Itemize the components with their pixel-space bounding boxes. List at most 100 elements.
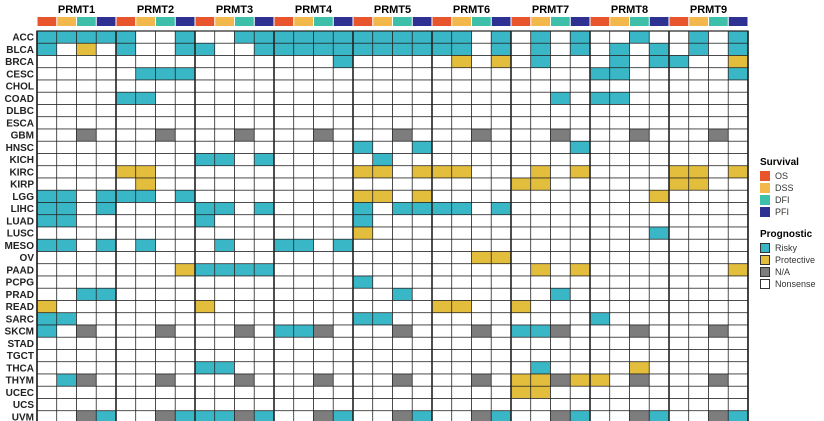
cell-coad-prmt1-dss bbox=[56, 91, 77, 105]
cell-read-prmt6-pfi bbox=[490, 300, 512, 314]
strip-prmt2-pfi bbox=[175, 17, 195, 26]
cell-read-prmt5-dss bbox=[372, 300, 393, 314]
cell-kich-prmt7-os bbox=[510, 153, 532, 167]
cell-coad-prmt3-pfi bbox=[253, 91, 275, 105]
cell-dlbc-prmt7-dfi bbox=[550, 104, 571, 118]
cell-ov-prmt3-dss bbox=[214, 251, 235, 265]
cell-thca-prmt8-pfi bbox=[648, 361, 670, 375]
cell-esca-prmt6-pfi bbox=[490, 116, 512, 130]
cell-lihc-prmt4-dfi bbox=[313, 202, 334, 216]
cell-brca-prmt6-pfi bbox=[490, 55, 512, 69]
cell-blca-prmt6-os bbox=[431, 42, 453, 56]
cell-uvm-prmt9-os bbox=[668, 410, 690, 421]
cell-meso-prmt5-os bbox=[352, 238, 374, 252]
cell-hnsc-prmt7-pfi bbox=[569, 140, 591, 154]
legend-label-protective: Protective bbox=[775, 255, 816, 265]
cell-stad-prmt6-dfi bbox=[471, 336, 492, 350]
cell-read-prmt2-os bbox=[115, 300, 137, 314]
cell-coad-prmt6-dss bbox=[451, 91, 472, 105]
cell-tgct-prmt8-pfi bbox=[648, 349, 670, 363]
cell-kirp-prmt5-dfi bbox=[392, 177, 413, 191]
cell-paad-prmt1-dfi bbox=[76, 263, 97, 277]
cell-read-prmt3-dss bbox=[214, 300, 235, 314]
cell-gbm-prmt3-pfi bbox=[253, 128, 275, 142]
cell-acc-prmt6-dss bbox=[451, 30, 472, 44]
strip-prmt9-pfi bbox=[728, 17, 748, 26]
cell-chol-prmt7-os bbox=[510, 79, 532, 93]
cell-gbm-prmt4-dss bbox=[293, 128, 314, 142]
cell-dlbc-prmt6-dfi bbox=[471, 104, 492, 118]
cell-hnsc-prmt9-dfi bbox=[708, 140, 729, 154]
cell-lusc-prmt4-dfi bbox=[313, 226, 334, 240]
cell-ucs-prmt8-dfi bbox=[629, 398, 650, 412]
cell-kirc-prmt2-dss bbox=[135, 165, 156, 179]
cell-hnsc-prmt8-os bbox=[589, 140, 611, 154]
cell-tgct-prmt3-pfi bbox=[253, 349, 275, 363]
cell-ucs-prmt9-pfi bbox=[727, 398, 749, 412]
cell-esca-prmt7-pfi bbox=[569, 116, 591, 130]
cell-brca-prmt2-dss bbox=[135, 55, 156, 69]
row-label-cesc: CESC bbox=[6, 69, 34, 80]
cell-blca-prmt7-os bbox=[510, 42, 532, 56]
cell-brca-prmt8-dss bbox=[609, 55, 630, 69]
cell-thca-prmt8-dss bbox=[609, 361, 630, 375]
cell-kirp-prmt5-pfi bbox=[411, 177, 433, 191]
cell-prad-prmt3-pfi bbox=[253, 287, 275, 301]
cell-lihc-prmt6-os bbox=[431, 202, 453, 216]
cell-ucec-prmt8-dss bbox=[609, 385, 630, 399]
cell-acc-prmt7-os bbox=[510, 30, 532, 44]
gene-label-prmt1: PRMT1 bbox=[58, 4, 95, 16]
cell-uvm-prmt4-pfi bbox=[332, 410, 354, 421]
cell-paad-prmt7-os bbox=[510, 263, 532, 277]
cell-thym-prmt9-dfi bbox=[708, 373, 729, 387]
strip-prmt1-dss bbox=[57, 17, 76, 26]
cell-gbm-prmt1-dss bbox=[56, 128, 77, 142]
row-label-gbm: GBM bbox=[11, 131, 34, 142]
cell-lgg-prmt2-dfi bbox=[155, 189, 176, 203]
cell-luad-prmt3-pfi bbox=[253, 214, 275, 228]
cell-ucs-prmt4-os bbox=[273, 398, 295, 412]
cell-brca-prmt5-dfi bbox=[392, 55, 413, 69]
cell-ov-prmt6-pfi bbox=[490, 251, 512, 265]
strip-prmt8-pfi bbox=[649, 17, 669, 26]
cell-read-prmt2-pfi bbox=[174, 300, 196, 314]
cell-lihc-prmt3-pfi bbox=[253, 202, 275, 216]
cell-chol-prmt4-dss bbox=[293, 79, 314, 93]
cell-esca-prmt8-dss bbox=[609, 116, 630, 130]
cell-cesc-prmt2-os bbox=[115, 67, 137, 81]
cell-skcm-prmt9-dss bbox=[688, 324, 709, 338]
na-swatch bbox=[760, 267, 770, 277]
cell-gbm-prmt7-dfi bbox=[550, 128, 571, 142]
cell-kich-prmt1-pfi bbox=[95, 153, 117, 167]
cell-chol-prmt3-dfi bbox=[234, 79, 255, 93]
cell-thym-prmt2-pfi bbox=[174, 373, 196, 387]
cell-kirc-prmt3-pfi bbox=[253, 165, 275, 179]
cell-paad-prmt8-pfi bbox=[648, 263, 670, 277]
cell-stad-prmt2-pfi bbox=[174, 336, 196, 350]
cell-luad-prmt9-pfi bbox=[727, 214, 749, 228]
legend-label-risky: Risky bbox=[775, 243, 797, 253]
cell-kich-prmt5-dss bbox=[372, 153, 393, 167]
cell-esca-prmt7-dfi bbox=[550, 116, 571, 130]
cell-skcm-prmt1-dss bbox=[56, 324, 77, 338]
cell-uvm-prmt7-dss bbox=[530, 410, 551, 421]
cell-thca-prmt5-os bbox=[352, 361, 374, 375]
cell-sarc-prmt6-dss bbox=[451, 312, 472, 326]
cell-brca-prmt4-dfi bbox=[313, 55, 334, 69]
gene-label-prmt8: PRMT8 bbox=[611, 4, 648, 16]
cell-thca-prmt1-dfi bbox=[76, 361, 97, 375]
cell-hnsc-prmt5-dfi bbox=[392, 140, 413, 154]
cell-esca-prmt3-os bbox=[194, 116, 216, 130]
gene-label-prmt3: PRMT3 bbox=[216, 4, 253, 16]
cell-ucs-prmt9-dss bbox=[688, 398, 709, 412]
cell-paad-prmt4-pfi bbox=[332, 263, 354, 277]
cell-lihc-prmt9-dss bbox=[688, 202, 709, 216]
cell-lihc-prmt6-dss bbox=[451, 202, 472, 216]
cell-kirc-prmt4-dss bbox=[293, 165, 314, 179]
cell-lusc-prmt2-os bbox=[115, 226, 137, 240]
cell-gbm-prmt8-pfi bbox=[648, 128, 670, 142]
cell-cesc-prmt4-dfi bbox=[313, 67, 334, 81]
cell-ov-prmt4-os bbox=[273, 251, 295, 265]
cell-luad-prmt9-os bbox=[668, 214, 690, 228]
cell-ucs-prmt5-os bbox=[352, 398, 374, 412]
